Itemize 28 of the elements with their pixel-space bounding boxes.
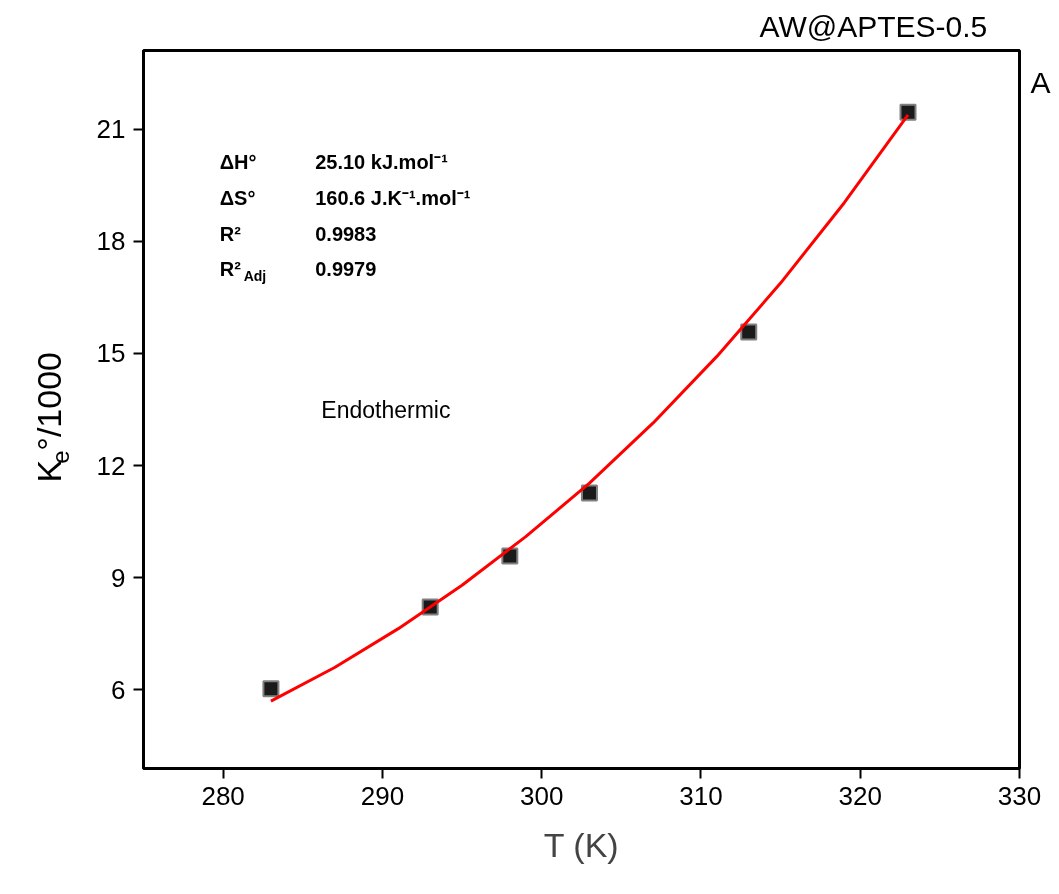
annotation: Endothermic [321, 396, 451, 423]
y-tick-label: 21 [96, 114, 126, 145]
point [580, 484, 598, 502]
y-tick-label: 12 [96, 450, 126, 481]
chart-title: AW@APTES-0.5 [759, 10, 988, 43]
x-tick-label: 290 [360, 780, 405, 811]
point [899, 103, 917, 121]
x-tick-label: 300 [519, 780, 564, 811]
point [740, 323, 758, 341]
annotation: 0.9979 [315, 258, 377, 281]
y-axis-title: Ke°/1000 [29, 352, 74, 483]
annotation: 160.6 J.K⁻¹.mol⁻¹ [315, 186, 471, 209]
point [262, 680, 280, 698]
text: A [1030, 66, 1051, 99]
y-tick-label: 18 [96, 226, 126, 257]
y-tick-label: 6 [111, 674, 126, 705]
annotation: 0.9983 [315, 222, 377, 245]
x-tick-label: 320 [838, 780, 882, 811]
annotation: R² [219, 222, 242, 245]
x-tick-label: 330 [997, 780, 1042, 811]
x-tick-label: 280 [201, 780, 245, 811]
annotation: ΔH° [219, 150, 257, 173]
annotation: 25.10 kJ.mol⁻¹ [315, 150, 449, 173]
annotation: ΔS° [219, 186, 256, 209]
y-tick-label: 9 [111, 562, 126, 593]
x-axis-title: T (K) [543, 825, 619, 864]
y-tick-label: 15 [96, 338, 126, 369]
x-tick-label: 310 [679, 780, 723, 811]
